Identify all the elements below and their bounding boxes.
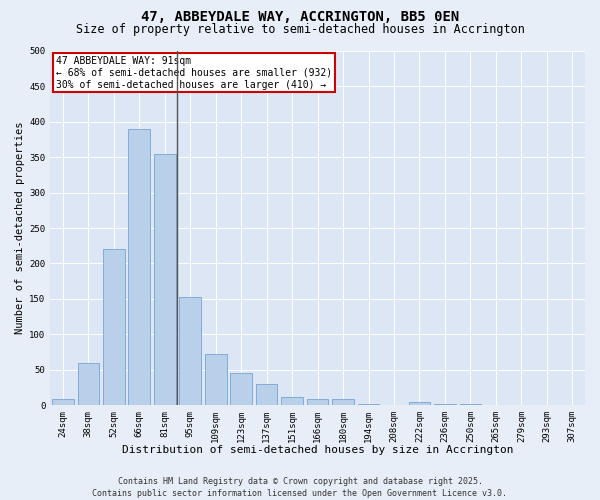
Text: Contains HM Land Registry data © Crown copyright and database right 2025.
Contai: Contains HM Land Registry data © Crown c… <box>92 476 508 498</box>
Bar <box>128 129 150 405</box>
Bar <box>256 384 277 405</box>
Bar <box>77 362 99 405</box>
Bar <box>358 404 379 405</box>
Bar <box>103 250 125 405</box>
Bar <box>307 400 328 405</box>
Bar <box>409 402 430 405</box>
Bar <box>179 298 201 405</box>
Y-axis label: Number of semi-detached properties: Number of semi-detached properties <box>15 122 25 334</box>
Bar <box>230 373 252 405</box>
Text: 47, ABBEYDALE WAY, ACCRINGTON, BB5 0EN: 47, ABBEYDALE WAY, ACCRINGTON, BB5 0EN <box>141 10 459 24</box>
Bar <box>332 398 354 405</box>
X-axis label: Distribution of semi-detached houses by size in Accrington: Distribution of semi-detached houses by … <box>122 445 514 455</box>
Text: Size of property relative to semi-detached houses in Accrington: Size of property relative to semi-detach… <box>76 22 524 36</box>
Bar <box>281 396 303 405</box>
Bar <box>52 400 74 405</box>
Bar <box>434 404 456 405</box>
Bar <box>154 154 176 405</box>
Bar <box>205 354 227 405</box>
Bar <box>460 404 481 405</box>
Text: 47 ABBEYDALE WAY: 91sqm
← 68% of semi-detached houses are smaller (932)
30% of s: 47 ABBEYDALE WAY: 91sqm ← 68% of semi-de… <box>56 56 332 90</box>
